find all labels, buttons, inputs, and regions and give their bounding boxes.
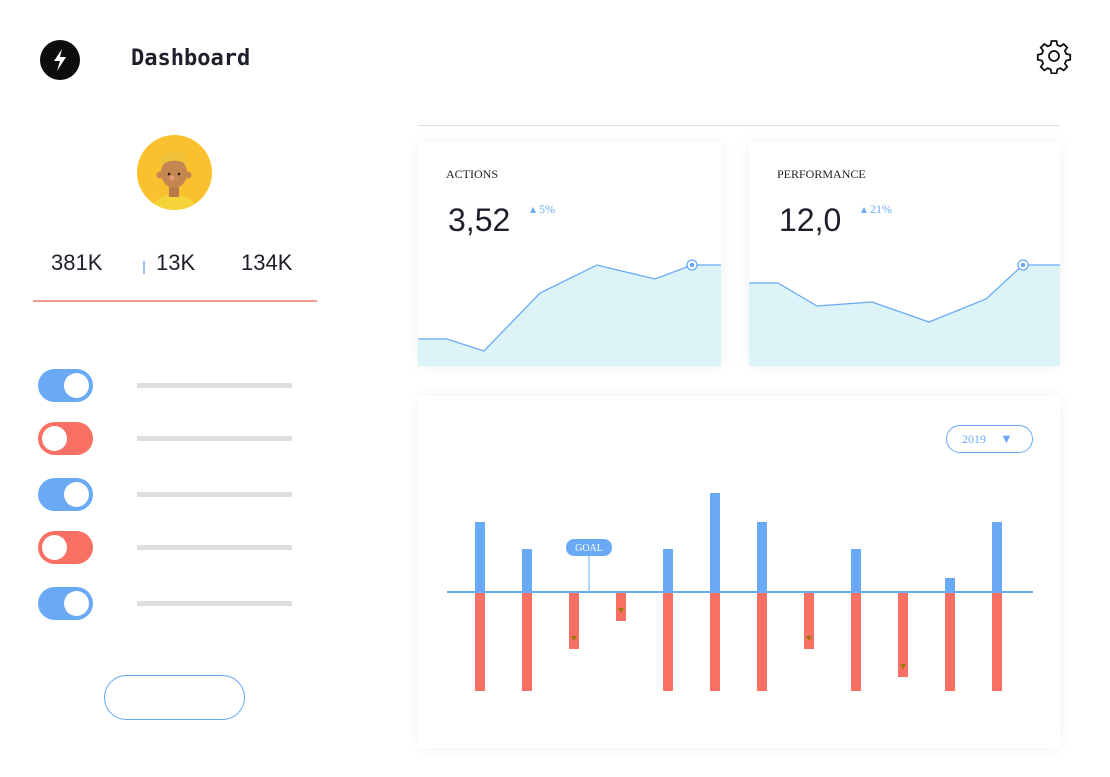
toggle-knob: [64, 482, 89, 507]
bar-above-goal[interactable]: [663, 549, 673, 592]
logo-lightning-icon[interactable]: [40, 40, 80, 80]
toggle-knob: [42, 535, 67, 560]
toggle-switch[interactable]: [38, 422, 93, 455]
card-value: 12,0: [779, 202, 842, 238]
stat-value: 13K: [156, 250, 196, 275]
bar-below-goal[interactable]: [522, 592, 532, 691]
toggle-knob: [64, 373, 89, 398]
bar-below-goal[interactable]: [757, 592, 767, 691]
down-marker-icon: [806, 636, 812, 641]
bar-above-goal[interactable]: [851, 549, 861, 592]
current-point-dot: [1020, 262, 1026, 268]
placeholder-line: [137, 383, 292, 388]
goal-label: GOAL: [575, 543, 603, 554]
divider: [33, 300, 317, 302]
series-line: [418, 264, 721, 352]
bar-below-goal[interactable]: [851, 592, 861, 691]
bar-below-goal[interactable]: [616, 592, 626, 621]
page-title: Dashboard: [131, 46, 251, 71]
placeholder-line: [137, 545, 292, 550]
bar-below-goal[interactable]: [475, 592, 485, 691]
stat-separator: [143, 261, 145, 274]
actions-sparkline: [418, 259, 721, 366]
card-delta: ▴ 21%: [861, 202, 893, 216]
bar-below-goal[interactable]: [569, 592, 579, 649]
toggle-switch[interactable]: [38, 531, 93, 564]
card-delta-value: 5%: [539, 202, 556, 216]
series-line: [749, 264, 1060, 323]
area-fill: [749, 265, 1060, 366]
placeholder-line: [137, 601, 292, 606]
bar-above-goal[interactable]: [945, 578, 955, 592]
card-value: 3,52: [448, 202, 511, 238]
bar-above-goal[interactable]: [522, 549, 532, 592]
performance-card: PERFORMANCE 12,0 ▴ 21%: [749, 142, 1060, 366]
bar-below-goal[interactable]: [804, 592, 814, 649]
bar-below-goal[interactable]: [945, 592, 955, 691]
placeholder-line: [137, 436, 292, 441]
bar-below-goal[interactable]: [898, 592, 908, 677]
actions-card: ACTIONS 3,52 ▴ 5%: [418, 142, 721, 366]
performance-sparkline: [749, 259, 1060, 366]
stat-value: 381K: [51, 250, 103, 275]
bar-below-goal[interactable]: [663, 592, 673, 691]
gear-icon[interactable]: [1036, 38, 1072, 75]
avatar[interactable]: [137, 135, 212, 210]
bar-above-goal[interactable]: [710, 493, 720, 592]
toggle-knob: [64, 591, 89, 616]
area-fill: [418, 265, 721, 366]
bar-above-goal[interactable]: [757, 522, 767, 592]
down-marker-icon: [571, 636, 577, 641]
bar-below-goal[interactable]: [992, 592, 1002, 691]
toggle-switch[interactable]: [38, 587, 93, 620]
card-delta: ▴ 5%: [530, 202, 556, 216]
bar-above-goal[interactable]: [475, 522, 485, 592]
caret-down-icon: ▼: [1000, 431, 1013, 446]
down-marker-icon: [900, 664, 906, 669]
down-marker-icon: [618, 608, 624, 613]
card-label: ACTIONS: [446, 167, 499, 181]
toggle-switch[interactable]: [38, 478, 93, 511]
year-value: 2019: [962, 431, 986, 446]
bar-above-goal[interactable]: [992, 522, 1002, 592]
card-delta-value: 21%: [870, 202, 893, 216]
divider: [418, 125, 1060, 126]
placeholder-line: [137, 492, 292, 497]
action-button[interactable]: [104, 675, 245, 720]
toggle-switch[interactable]: [38, 369, 93, 402]
bar-below-goal[interactable]: [710, 592, 720, 691]
toggle-knob: [42, 426, 67, 451]
year-dropdown[interactable]: 2019 ▼: [946, 425, 1033, 453]
current-point-dot: [689, 262, 695, 268]
stat-value: 134K: [241, 250, 293, 275]
goal-badge: [566, 539, 612, 556]
card-label: PERFORMANCE: [777, 167, 866, 181]
